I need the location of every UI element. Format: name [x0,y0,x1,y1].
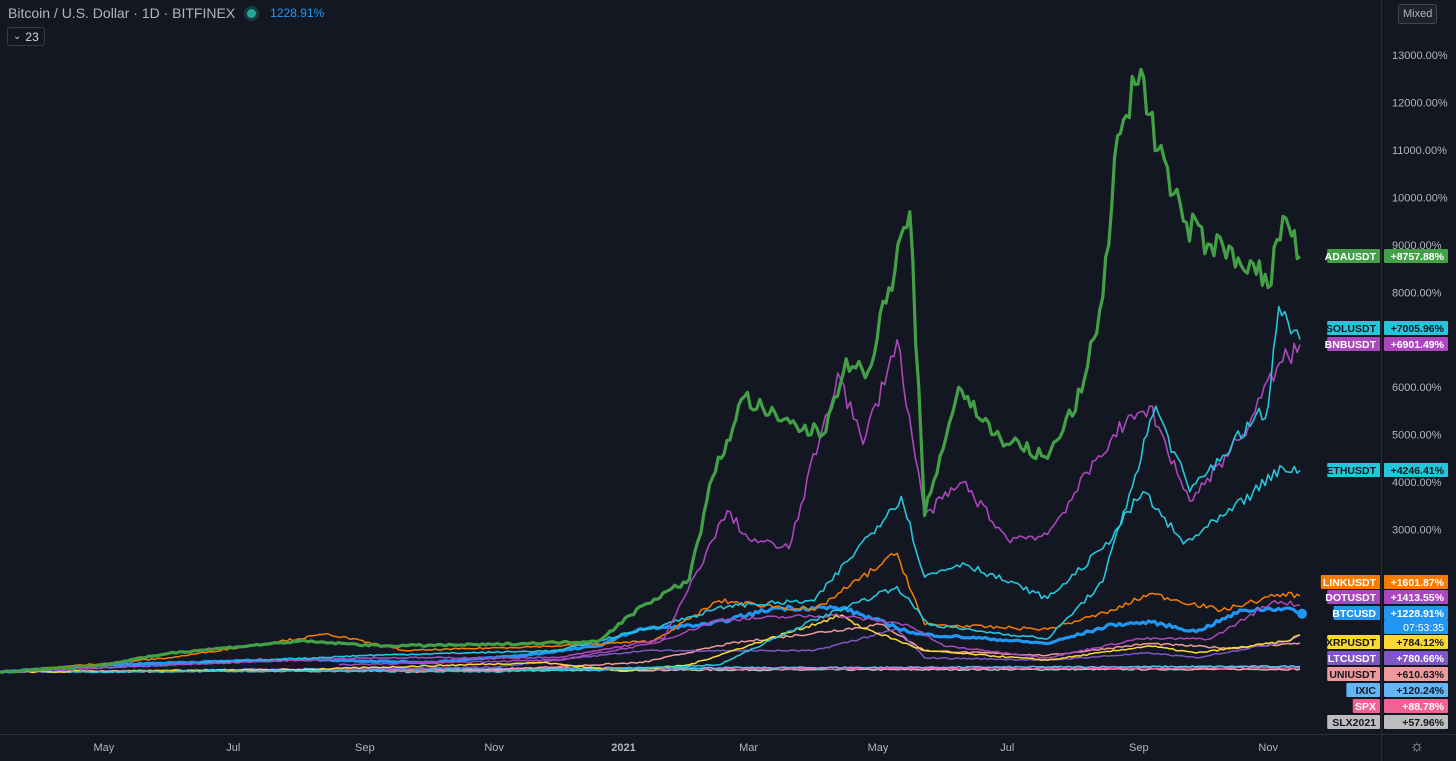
series-label-linkusdt[interactable]: LINKUSDT +1601.87% [1320,575,1448,589]
x-tick-label: Nov [1258,742,1278,754]
series-label-name: LINKUSDT [1323,577,1377,589]
series-label-name: SPX [1355,701,1376,713]
y-axis-ticks: 3000.00% 4000.00% 5000.00% 6000.00% 8000.00%… [1392,50,1448,537]
gear-icon[interactable]: ☼ [1409,738,1425,755]
y-tick-label: 10000.00% [1392,192,1448,204]
series-label-value: +1601.87% [1391,577,1445,589]
series-label-solusdt[interactable]: SOLUSDT +7005.96% [1326,321,1448,335]
series-label-value: +4246.41% [1391,465,1445,477]
x-tick-label: May [94,742,115,754]
series-label-value: +6901.49% [1391,339,1445,351]
series-line-uniusdt [404,623,1301,674]
series-line-btcusd [0,604,1301,674]
x-tick-label: Jul [1000,742,1014,754]
y-tick-label: 9000.00% [1392,240,1442,252]
x-tick-label: 2021 [611,742,635,754]
x-tick-label: Sep [355,742,375,754]
series-label-ixic[interactable]: IXIC +120.24% [1346,683,1448,697]
series-label-name: UNIUSDT [1329,669,1376,681]
series-label-bnbusdt[interactable]: BNBUSDT +6901.49% [1325,337,1448,351]
series-line-bnbusdt [0,339,1301,673]
series-label-value: +780.66% [1396,653,1444,665]
series-label-name: ETHUSDT [1326,465,1376,477]
series-label-name: BTCUSD [1332,608,1376,620]
y-tick-label: 12000.00% [1392,98,1448,110]
series-label-name: XRPUSDT [1326,637,1377,649]
x-tick-label: Nov [484,742,504,754]
series-label-btcusd[interactable]: BTCUSD +1228.91% [1332,606,1448,620]
series-label-value: +784.12% [1396,637,1444,649]
series-label-name: IXIC [1356,685,1377,697]
chevron-down-icon: ⌄ [13,31,22,42]
indicators-toggle[interactable]: ⌄ 23 [7,27,45,46]
series-label-value: +88.78% [1402,701,1444,713]
x-tick-label: Jul [226,742,240,754]
series-label-value: +1228.91% [1391,608,1445,620]
y-tick-label: 11000.00% [1392,145,1447,157]
symbol-change: 1228.91% [270,6,325,20]
series-label-xrpusdt[interactable]: XRPUSDT +784.12% [1326,635,1448,649]
series-label-ethusdt[interactable]: ETHUSDT +4246.41% [1326,463,1448,477]
y-tick-label: 4000.00% [1392,477,1442,489]
series-label-value: +610.63% [1396,669,1444,681]
x-axis-ticks: May Jul Sep Nov 2021 Mar May Jul Sep Nov [94,742,1279,754]
series-label-name: LTCUSDT [1328,653,1377,665]
series-label-adausdt[interactable]: ADAUSDT +8757.88% [1325,249,1448,263]
y-tick-label: 8000.00% [1392,287,1442,299]
series-label-ltcusdt[interactable]: LTCUSDT +780.66% [1327,651,1448,665]
series-label-value: +8757.88% [1391,251,1445,263]
series-line-linkusdt [0,552,1301,673]
series-label-uniusdt[interactable]: UNIUSDT +610.63% [1327,667,1448,681]
series-line-dotusdt [339,600,1301,666]
series-label-slx2021[interactable]: SLX2021 +57.96% [1327,715,1448,729]
series-label-value: +57.96% [1402,717,1444,729]
series-label-spx[interactable]: SPX +88.78% [1352,699,1448,713]
series-line-solusdt [69,305,1301,674]
series-label-dotusdt[interactable]: DOTUSDT +1413.55% [1325,590,1448,604]
series-label-name: ADAUSDT [1325,251,1377,263]
y-tick-label: 13000.00% [1392,50,1448,62]
btc-countdown: 07:53:35 [1384,620,1448,634]
series-label-value: +7005.96% [1391,323,1445,335]
indicator-count: 23 [25,29,39,44]
symbol-title[interactable]: Bitcoin / U.S. Dollar · 1D · BITFINEX [8,5,236,21]
x-tick-label: May [868,742,889,754]
series-label-value: +120.24% [1396,685,1444,697]
symbol-header[interactable]: Bitcoin / U.S. Dollar · 1D · BITFINEX 12… [8,5,324,21]
series-label-name: SLX2021 [1332,717,1376,729]
series-label-name: BNBUSDT [1325,339,1377,351]
series-line-adausdt [0,67,1302,674]
countdown-text: 07:53:35 [1403,622,1444,634]
y-tick-label: 5000.00% [1392,430,1442,442]
series-label-value: +1413.55% [1391,592,1445,604]
market-status-icon [247,8,257,18]
series-label-name: SOLUSDT [1326,323,1377,335]
y-tick-label: 6000.00% [1392,382,1442,394]
series-lines [0,67,1307,674]
last-price-dot [1297,608,1307,619]
scale-mode-button[interactable]: Mixed [1398,4,1438,24]
scale-mode-label: Mixed [1403,8,1433,20]
y-tick-label: 3000.00% [1392,525,1442,537]
series-label-name: DOTUSDT [1325,592,1376,604]
series-price-labels: ADAUSDT +8757.88% SOLUSDT +7005.96% BNBUSDT +… [1320,249,1448,729]
x-tick-label: Sep [1129,742,1149,754]
x-tick-label: Mar [739,742,758,754]
